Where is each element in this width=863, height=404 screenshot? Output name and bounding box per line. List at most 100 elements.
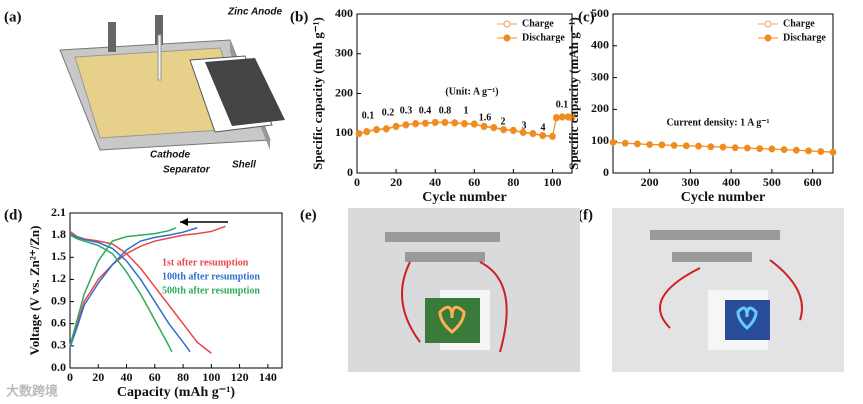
x-tick-label: 20 (92, 370, 104, 384)
x-tick-label: 400 (722, 175, 740, 189)
data-point (519, 128, 527, 136)
y-tick-label: 0.3 (51, 338, 66, 352)
x-axis-title: Cycle number (681, 190, 765, 205)
data-point (373, 125, 380, 133)
y-tick-label: 1.2 (51, 271, 66, 285)
annotation: 0.3 (400, 105, 413, 116)
data-point (431, 118, 439, 126)
panel-label: (e) (300, 207, 317, 223)
data-point (461, 120, 468, 127)
x-tick-label: 80 (507, 175, 519, 189)
legend-marker (764, 20, 772, 28)
annotation: 0.8 (439, 105, 452, 116)
data-point (719, 143, 727, 151)
photo-e (348, 208, 580, 372)
x-tick-label: 200 (641, 175, 659, 189)
data-point (402, 121, 410, 128)
legend-label: 1st after resumption (162, 257, 249, 268)
annotation: (Unit: A g⁻¹) (445, 86, 498, 97)
data-point (558, 113, 566, 120)
x-tick-label: 300 (681, 175, 699, 189)
diagram-label: Separator (163, 165, 211, 176)
y-tick-label: 0.9 (51, 293, 66, 307)
data-point (363, 127, 371, 135)
data-point (731, 144, 739, 151)
panel-label: (c) (578, 9, 595, 25)
y-tick-label: 2.1 (51, 205, 66, 219)
data-point (829, 148, 837, 156)
y-tick-label: 300 (335, 46, 353, 60)
x-tick-label: 100 (202, 370, 220, 384)
x-tick-label: 100 (543, 175, 561, 189)
data-point (490, 123, 498, 131)
legend-label: 500th after resumption (162, 285, 260, 296)
battery-diagram (59, 15, 285, 151)
data-point (383, 125, 390, 132)
photo-f (612, 208, 844, 372)
y-tick-label: 1.5 (51, 249, 66, 263)
y-tick-label: 0.0 (51, 360, 66, 374)
legend-label: Discharge (783, 32, 826, 43)
annotation: 0.1 (556, 99, 569, 110)
data-point (670, 142, 678, 149)
data-point (510, 126, 517, 134)
panel-label: (f) (578, 207, 593, 223)
data-point (756, 145, 763, 152)
y-tick-label: 500 (591, 6, 609, 20)
annotation: 2 (501, 116, 506, 127)
x-tick-label: 140 (259, 370, 277, 384)
watermark: 大数跨境 (6, 384, 58, 400)
x-tick-label: 500 (763, 175, 781, 189)
data-point (707, 143, 715, 150)
y-axis-title: Specific capacity (mAh g⁻¹) (310, 17, 325, 170)
plot-frame (612, 13, 834, 174)
legend-label: Charge (522, 18, 554, 29)
data-point (451, 119, 459, 126)
panel-label: (a) (4, 9, 22, 25)
x-axis-title: Cycle number (422, 190, 506, 205)
legend-marker (764, 34, 772, 42)
x-tick-label: 80 (177, 370, 189, 384)
x-tick-label: 120 (231, 370, 249, 384)
data-point (768, 145, 776, 153)
x-tick-label: 60 (149, 370, 161, 384)
x-tick-label: 40 (429, 175, 441, 189)
annotation: 0.1 (362, 110, 375, 121)
data-point (480, 122, 488, 130)
data-point (744, 144, 751, 152)
data-point (793, 146, 800, 154)
annotation: 1.6 (479, 112, 492, 123)
series-line (69, 227, 198, 353)
data-point (412, 120, 419, 127)
x-tick-label: 20 (390, 175, 402, 189)
y-tick-label: 0.6 (51, 315, 66, 329)
y-tick-label: 100 (591, 133, 609, 147)
legend-label: Discharge (522, 32, 565, 43)
data-point (422, 119, 429, 127)
y-axis-title: Specific capacity (mAh g⁻¹) (566, 17, 581, 170)
legend-label: Charge (783, 18, 815, 29)
y-tick-label: 400 (335, 6, 353, 20)
data-point (355, 129, 363, 137)
data-point (695, 142, 702, 150)
panel-label: (b) (290, 9, 308, 25)
x-tick-label: 600 (804, 175, 822, 189)
y-tick-label: 200 (591, 101, 609, 115)
y-tick-label: 1.8 (51, 227, 66, 241)
data-point (500, 125, 507, 133)
data-point (634, 140, 641, 148)
y-tick-label: 100 (335, 125, 353, 139)
data-point (646, 141, 653, 148)
x-tick-label: 40 (121, 370, 133, 384)
y-tick-label: 200 (335, 85, 353, 99)
x-tick-label: 0 (354, 175, 360, 189)
series-line (69, 227, 177, 353)
diagram-label: Shell (232, 160, 256, 171)
data-point (780, 146, 788, 153)
data-point (553, 114, 560, 121)
data-point (683, 142, 690, 149)
data-point (609, 138, 617, 146)
data-point (568, 114, 576, 121)
data-point (658, 141, 666, 148)
annotation: 3 (522, 120, 527, 131)
